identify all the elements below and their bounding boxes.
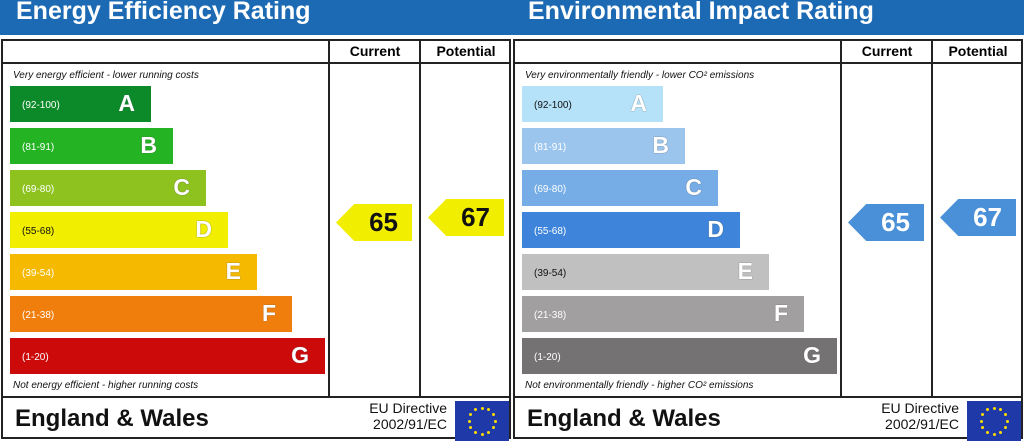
band-letter: A [630,90,647,116]
chart-title: Energy Efficiency Rating [0,0,512,35]
band-range: (21-38) [22,310,55,321]
current-rating-arrow: 65 [336,204,412,241]
band-letter: B [140,132,157,158]
band-range: (1-20) [22,352,49,363]
divider [515,396,1021,398]
band-range: (69-80) [534,184,567,195]
band-range: (55-68) [22,226,55,237]
band-g: (1-20) G [10,338,325,374]
band-letter: E [225,258,241,284]
directive-label: EU Directive [369,400,447,416]
band-f: (21-38) F [522,296,804,332]
potential-rating-arrow: 67 [428,199,504,236]
divider [515,62,1021,64]
band-letter: F [773,300,788,326]
bottom-note: Not energy efficient - higher running co… [13,380,199,391]
chart-title: Environmental Impact Rating [512,0,1024,35]
band-range: (81-91) [22,142,55,153]
band-b: (81-91) B [522,128,685,164]
top-note: Very energy efficient - lower running co… [13,70,199,81]
column-header-potential: Potential [948,43,1008,59]
divider [3,396,509,398]
band-letter: D [707,216,724,242]
energy-efficiency-panel: Energy Efficiency Rating Current Potenti… [0,0,512,441]
band-range: (21-38) [534,310,567,321]
band-range: (92-100) [22,100,60,111]
band-letter: A [118,90,135,116]
band-range: (69-80) [22,184,55,195]
band-range: (92-100) [534,100,572,111]
current-rating-arrow: 65 [848,204,924,241]
band-f: (21-38) F [10,296,292,332]
band-a: (92-100) A [10,86,151,122]
directive-code: 2002/91/EC [885,416,959,432]
region-label: England & Wales [527,405,721,432]
column-header-potential: Potential [436,43,496,59]
band-d: (55-68) D [10,212,228,248]
band-range: (55-68) [534,226,567,237]
band-letter: E [737,258,753,284]
band-letter: C [685,174,702,200]
divider [419,41,421,398]
divider [3,62,509,64]
band-e: (39-54) E [10,254,257,290]
band-b: (81-91) B [10,128,173,164]
band-range: (81-91) [534,142,567,153]
column-header-current: Current [861,43,913,59]
band-range: (1-20) [534,352,561,363]
band-range: (39-54) [22,268,55,279]
rating-table: Current Potential Very energy efficient … [1,39,511,441]
region-label: England & Wales [15,405,209,432]
column-header-current: Current [349,43,401,59]
band-c: (69-80) C [10,170,206,206]
band-a: (92-100) A [522,86,663,122]
directive-label: EU Directive [881,400,959,416]
bottom-note: Not environmentally friendly - higher CO… [525,380,754,391]
band-range: (39-54) [534,268,567,279]
potential-rating-arrow: 67 [940,199,1016,236]
band-letter: F [261,300,276,326]
band-letter: D [195,216,212,242]
band-d: (55-68) D [522,212,740,248]
eu-directive: EU Directive 2002/91/EC [359,400,447,432]
eu-directive: EU Directive 2002/91/EC [871,400,959,432]
band-letter: C [173,174,190,200]
eu-flag-icon [455,401,509,441]
eu-flag-icon [967,401,1021,441]
band-c: (69-80) C [522,170,718,206]
band-letter: G [291,342,309,368]
top-note: Very environmentally friendly - lower CO… [525,70,755,81]
band-letter: B [652,132,669,158]
directive-code: 2002/91/EC [373,416,447,432]
band-e: (39-54) E [522,254,769,290]
rating-table: Current Potential Very environmentally f… [513,39,1023,441]
divider [328,41,330,398]
divider [931,41,933,398]
environmental-impact-panel: Environmental Impact Rating Current Pote… [512,0,1024,441]
band-letter: G [803,342,821,368]
band-g: (1-20) G [522,338,837,374]
divider [840,41,842,398]
